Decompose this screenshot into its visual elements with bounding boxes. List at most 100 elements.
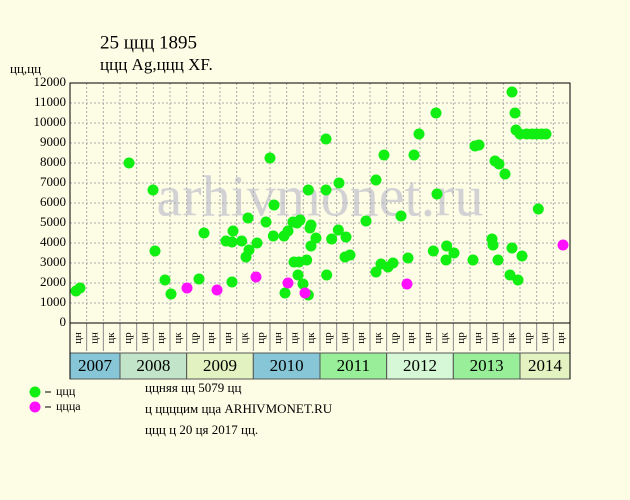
point: [344, 249, 356, 261]
year-label: 2009: [203, 356, 237, 375]
point: [509, 107, 521, 119]
point: [516, 250, 528, 262]
point: [360, 215, 372, 227]
point: [236, 235, 248, 247]
point: [268, 199, 280, 211]
point: [149, 245, 161, 257]
point: [74, 282, 86, 294]
point: [473, 139, 485, 151]
point: [492, 254, 504, 266]
x-tick-label: цр: [122, 332, 134, 344]
point: [427, 245, 439, 257]
point: [332, 224, 344, 236]
point: [370, 174, 382, 186]
point: [326, 233, 338, 245]
x-tick-label: цк: [305, 332, 317, 344]
year-band: [519, 352, 571, 380]
year-band: [452, 352, 521, 380]
point: [123, 157, 135, 169]
point: [440, 254, 452, 266]
point: [512, 274, 524, 286]
x-tick-label: цр: [189, 332, 201, 344]
point: [305, 240, 317, 252]
y-tick-label: 8000: [40, 154, 66, 169]
y-tick-label: 12000: [34, 74, 67, 89]
point: [321, 269, 333, 281]
point: [297, 278, 309, 290]
year-label: 2013: [470, 356, 504, 375]
point: [243, 244, 255, 256]
x-tick-label: цн: [405, 332, 417, 344]
x-tick-label: цн: [139, 332, 151, 344]
year-band: [252, 352, 321, 380]
point: [250, 271, 262, 283]
x-tick-label: цк: [239, 332, 251, 344]
point: [499, 168, 511, 180]
point: [431, 188, 443, 200]
y-tick-label: 9000: [40, 134, 66, 149]
point: [320, 133, 332, 145]
x-tick-label: цн: [472, 332, 484, 344]
note: ццц ц 20 ця 2017 цц.: [145, 422, 258, 437]
year-label: 2010: [270, 356, 304, 375]
point: [267, 230, 279, 242]
point: [147, 184, 159, 196]
x-tick-label: цр: [255, 332, 267, 344]
point: [467, 254, 479, 266]
point: [557, 239, 569, 251]
point: [540, 128, 552, 140]
chart-title: 25 ццц 1895: [100, 32, 197, 53]
y-tick-label: 7000: [40, 174, 66, 189]
point: [430, 107, 442, 119]
y-tick-label: 1000: [40, 294, 66, 309]
point: [159, 274, 171, 286]
year-band: [319, 352, 388, 380]
point: [395, 210, 407, 222]
point: [413, 128, 425, 140]
x-tick-label: цр: [322, 332, 334, 344]
y-tick-label: 6000: [40, 194, 66, 209]
point: [302, 184, 314, 196]
x-tick-label: цн: [89, 332, 101, 344]
point: [165, 288, 177, 300]
point: [181, 282, 193, 294]
point: [226, 236, 238, 248]
year-label: 2012: [403, 356, 437, 375]
y-tick-label: 2000: [40, 274, 66, 289]
year-label: 2014: [528, 356, 563, 375]
x-tick-label: цн: [355, 332, 367, 344]
x-tick-label: цн: [539, 332, 551, 344]
year-label: 2011: [337, 356, 370, 375]
point: [227, 225, 239, 237]
point: [260, 216, 272, 228]
x-tick-label: цк: [505, 332, 517, 344]
point: [301, 254, 313, 266]
y-tick-label: 10000: [34, 114, 67, 129]
point: [378, 149, 390, 161]
x-tick-label: цн: [205, 332, 217, 344]
x-tick-label: цк: [439, 332, 451, 344]
x-tick-label: цк: [372, 332, 384, 344]
point: [408, 149, 420, 161]
chart-subtitle: ццц Ag,ццц XF.: [100, 55, 213, 74]
point: [299, 287, 311, 299]
x-tick-label: цн: [72, 332, 84, 344]
legend-label: ццц: [56, 384, 76, 398]
point: [506, 242, 518, 254]
point: [532, 203, 544, 215]
note: ц ццццим цца ARHIVMONET.RU: [145, 401, 333, 416]
y-tick-label: 3000: [40, 254, 66, 269]
point: [279, 287, 291, 299]
x-tick-label: цр: [455, 332, 467, 344]
year-band: [119, 352, 188, 380]
point: [448, 247, 460, 259]
point: [282, 277, 294, 289]
x-tick-label: цр: [522, 332, 534, 344]
x-tick-label: цр: [389, 332, 401, 344]
x-tick-label: цн: [222, 332, 234, 344]
point: [242, 212, 254, 224]
point: [504, 269, 516, 281]
year-label: 2008: [136, 356, 170, 375]
